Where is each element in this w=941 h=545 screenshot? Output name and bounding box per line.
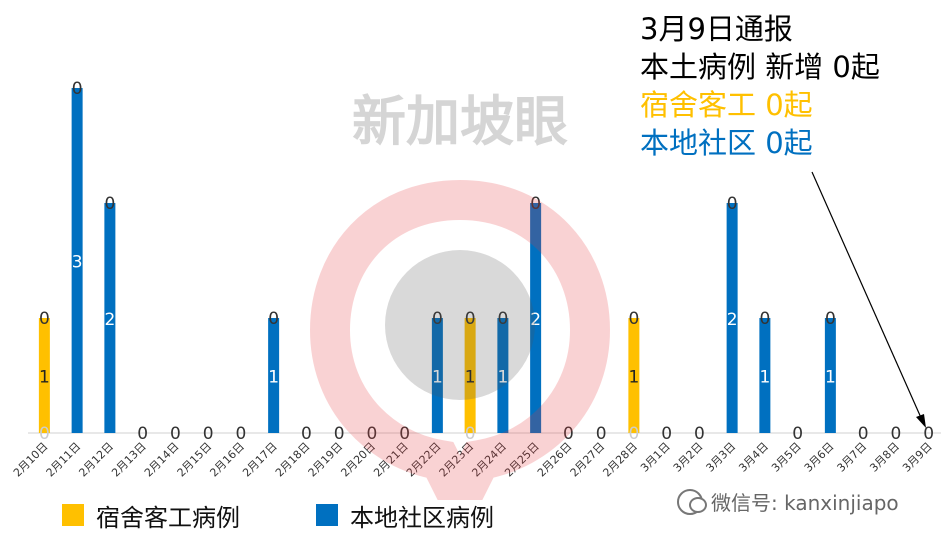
tick-label-0: 2月10日 [11, 440, 51, 480]
data-label-community-15: 2 [530, 310, 541, 330]
tick-label-22: 3月4日 [736, 440, 771, 475]
data-label-dorm-21: 0 [727, 194, 738, 214]
data-label-dorm-24: 0 [825, 309, 836, 329]
annotation-arrow [811, 171, 923, 421]
data-label-dorm-13: 1 [465, 368, 476, 388]
bar-dorm-13 [464, 318, 476, 433]
tick-label-6: 2月16日 [207, 440, 247, 480]
data-label-zero-23: 0 [792, 424, 803, 444]
tick-label-1: 2月11日 [44, 440, 84, 480]
tick-label-4: 2月14日 [142, 440, 182, 480]
data-label-zero-25: 0 [858, 424, 869, 444]
tick-label-2: 2月12日 [76, 440, 116, 480]
data-label-community-13: 0 [465, 309, 476, 329]
data-label-zero-6: 0 [235, 424, 246, 444]
bar-community-12 [431, 318, 443, 433]
brand-logo-text: 新加坡眼 [352, 90, 568, 153]
wechat-watermark: 微信号: kanxinjiapo [677, 487, 899, 516]
data-label-dorm-2: 0 [104, 194, 115, 214]
data-label-zero-20: 0 [694, 424, 705, 444]
tick-label-25: 3月7日 [835, 440, 870, 475]
annotation-arrowhead [916, 414, 926, 428]
data-label-community-14: 1 [497, 368, 508, 388]
data-label-zero-9: 0 [334, 424, 345, 444]
data-label-community-24: 1 [825, 368, 836, 388]
legend-swatch-dorm [62, 504, 84, 526]
tick-label-27: 3月9日 [900, 440, 935, 475]
data-label-community-18: 0 [628, 309, 639, 329]
tick-label-21: 3月3日 [704, 440, 739, 475]
data-label-dorm-7: 0 [268, 309, 279, 329]
data-label-dorm-0: 1 [39, 368, 50, 388]
tick-label-23: 3月5日 [769, 440, 804, 475]
data-label-community-12: 1 [432, 368, 443, 388]
data-label-zero-3: 0 [137, 424, 148, 444]
tick-label-26: 3月8日 [867, 440, 902, 475]
bar-community-21 [726, 203, 738, 433]
data-label-dorm-15: 0 [530, 194, 541, 214]
bar-community-22 [759, 318, 771, 433]
tick-label-19: 3月1日 [638, 440, 673, 475]
data-label-zero-8: 0 [301, 424, 312, 444]
wechat-id: 微信号: kanxinjiapo [711, 491, 899, 515]
local-cases-summary: 本土病例 新增 0起 [640, 50, 880, 84]
tick-label-3: 2月13日 [109, 440, 149, 480]
data-label-base-0: 0 [39, 424, 50, 444]
tick-label-5: 2月15日 [175, 440, 215, 480]
legend-item-dorm: 宿舍客工病例 [62, 500, 240, 532]
tick-label-20: 3月2日 [671, 440, 706, 475]
data-label-dorm-18: 1 [628, 368, 639, 388]
data-label-zero-19: 0 [661, 424, 672, 444]
data-label-community-2: 2 [104, 310, 115, 330]
data-label-community-7: 1 [268, 368, 279, 388]
legend-label-dorm: 宿舍客工病例 [96, 503, 240, 532]
bar-community-2 [104, 203, 116, 433]
tick-label-7: 2月17日 [240, 440, 280, 480]
data-label-zero-10: 0 [366, 424, 377, 444]
legend-label-community: 本地社区病例 [350, 503, 494, 532]
data-label-zero-17: 0 [596, 424, 607, 444]
data-label-zero-26: 0 [890, 424, 901, 444]
data-label-dorm-14: 0 [497, 309, 508, 329]
data-label-dorm-1: 0 [72, 79, 83, 99]
bar-dorm-0 [38, 318, 50, 433]
data-label-zero-11: 0 [399, 424, 410, 444]
legend-item-community: 本地社区病例 [316, 500, 494, 532]
community-cases-summary: 本地社区 0起 [640, 126, 813, 160]
report-date: 3月9日通报 [640, 12, 793, 46]
data-label-community-21: 2 [727, 310, 738, 330]
bar-dorm-18 [628, 318, 640, 433]
data-label-dorm-22: 0 [759, 309, 770, 329]
data-label-community-0: 0 [39, 309, 50, 329]
data-label-zero-16: 0 [563, 424, 574, 444]
data-label-dorm-12: 0 [432, 309, 443, 329]
wechat-icon [677, 488, 707, 515]
data-label-community-22: 1 [759, 368, 770, 388]
data-label-zero-5: 0 [203, 424, 214, 444]
dorm-cases-summary: 宿舍客工 0起 [640, 88, 813, 122]
bar-community-7 [268, 318, 280, 433]
bar-community-15 [530, 203, 542, 433]
bar-community-14 [497, 318, 509, 433]
data-label-base-18: 0 [628, 424, 639, 444]
tick-label-24: 3月6日 [802, 440, 837, 475]
data-label-base-13: 0 [465, 424, 476, 444]
legend-swatch-community [316, 504, 338, 526]
brand-logo: 新加坡眼 [290, 80, 630, 545]
data-label-zero-27: 0 [923, 424, 934, 444]
bar-community-1 [71, 88, 83, 433]
bar-community-24 [824, 318, 836, 433]
data-label-community-1: 3 [72, 253, 83, 273]
data-label-zero-4: 0 [170, 424, 181, 444]
